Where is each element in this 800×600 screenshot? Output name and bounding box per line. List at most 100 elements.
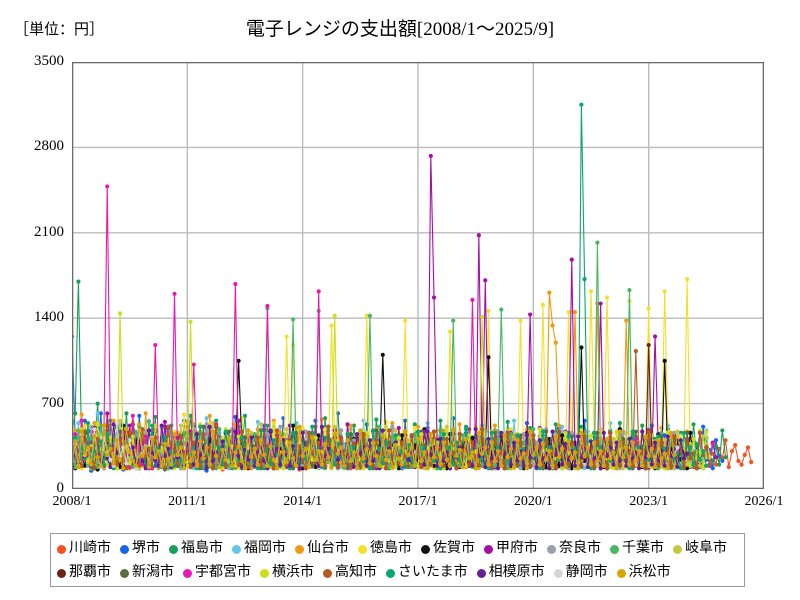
legend-marker-icon [120,544,129,554]
data-point [322,441,328,446]
legend-item-堺市[interactable]: 堺市 [120,542,160,556]
legend-item-相模原市[interactable]: 相模原市 [476,565,545,580]
legend-item-岐阜市[interactable]: 岐阜市 [673,542,727,556]
data-point [399,433,405,438]
legend-item-奈良市[interactable]: 奈良市 [547,542,601,556]
data-point [156,449,161,454]
legend-item-さいたま市[interactable]: さいたま市 [386,566,468,580]
legend-item-新潟市[interactable]: 新潟市 [120,566,174,580]
data-point [422,466,427,471]
data-point [149,436,155,442]
legend-label: 奈良市 [559,541,601,556]
data-point [387,449,392,454]
legend-item-福島市[interactable]: 福島市 [169,542,223,556]
data-point [85,445,91,450]
legend-marker-icon [616,568,626,578]
data-point [236,444,241,449]
data-point [588,289,594,294]
data-point [284,427,289,432]
data-point [383,457,389,462]
data-point [310,424,315,429]
data-point [717,462,722,467]
data-point [720,428,725,433]
legend-item-宇都宮市[interactable]: 宇都宮市 [183,566,251,580]
data-point [508,432,514,437]
data-point [620,466,626,471]
data-point [214,466,219,471]
data-point [319,417,324,422]
data-point [646,342,651,348]
legend-item-川崎市[interactable]: 川崎市 [57,542,111,556]
legend-item-仙台市[interactable]: 仙台市 [295,542,349,556]
data-point [598,301,603,306]
data-point [255,419,260,424]
data-point [390,435,395,440]
data-point [361,432,366,437]
data-point [521,440,526,445]
data-point [601,430,606,435]
data-point [185,424,190,429]
legend-item-横浜市[interactable]: 横浜市 [260,566,314,580]
data-point [153,463,158,468]
data-point [550,463,555,468]
data-point [396,425,401,431]
data-point [182,466,187,471]
series-line [72,104,707,469]
legend-label: 横浜市 [272,565,314,580]
data-point [198,439,203,444]
data-point [457,432,462,437]
legend-item-福岡市[interactable]: 福岡市 [232,542,286,556]
legend-item-佐賀市[interactable]: 佐賀市 [421,542,475,556]
data-point [361,456,366,461]
data-point [505,458,510,464]
data-point [713,462,719,467]
data-point [73,439,78,444]
data-point [339,428,344,433]
legend-item-徳島市[interactable]: 徳島市 [358,542,412,556]
legend-item-静岡市[interactable]: 静岡市 [553,566,608,580]
data-point [473,427,478,432]
data-point [499,463,504,468]
data-point [191,450,196,455]
data-point [377,463,382,468]
legend-marker-icon [553,568,563,578]
data-point [614,466,619,471]
data-point [393,433,398,438]
data-point [608,421,613,426]
legend-item-浜松市[interactable]: 浜松市 [616,566,671,580]
data-point [284,334,289,339]
data-point [521,451,526,456]
data-point [364,422,369,427]
data-point [444,457,449,462]
data-point [73,411,78,416]
data-point [258,422,264,427]
data-point [409,445,414,450]
data-point [617,421,622,426]
data-point [220,447,225,453]
data-point [82,463,87,468]
data-point [188,458,193,464]
data-point [534,445,539,450]
legend-item-甲府市[interactable]: 甲府市 [484,542,538,556]
data-point [576,434,581,439]
data-point [685,462,690,467]
legend-label: 相模原市 [488,565,545,580]
legend-item-千葉市[interactable]: 千葉市 [610,542,664,556]
data-point [733,442,738,448]
data-point [518,462,523,467]
data-point [582,458,587,464]
data-point [95,401,100,406]
legend-item-高知市[interactable]: 高知市 [323,566,377,580]
legend-item-那覇市[interactable]: 那覇市 [57,566,111,580]
data-point [383,424,389,429]
x-axis-tick-label: 2011/1 [168,494,207,509]
data-point [701,434,706,439]
data-point [146,428,151,433]
data-point [287,440,292,445]
data-point [627,436,632,442]
data-point [691,422,696,427]
data-point [470,435,475,440]
data-point [723,438,728,443]
data-point [569,456,574,461]
data-point [512,433,517,438]
